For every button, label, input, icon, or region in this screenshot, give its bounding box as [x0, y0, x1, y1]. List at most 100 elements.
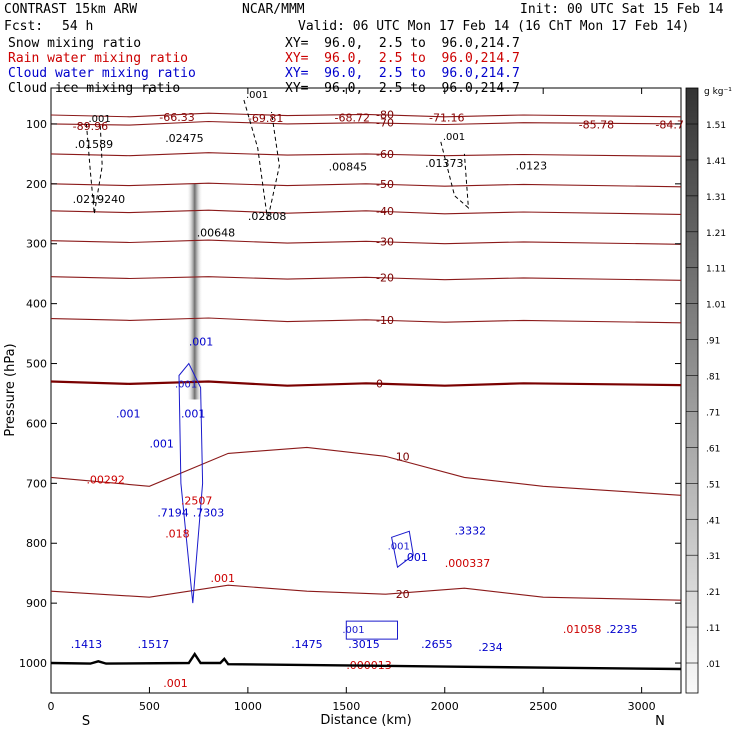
- field-name-cloudwater: Cloud water mixing ratio: [8, 66, 196, 81]
- colorbar-label: .01: [706, 660, 720, 670]
- cloud-water-contour: [391, 530, 414, 569]
- temperature-contour: [50, 446, 682, 496]
- contour-value-label: .001: [149, 437, 174, 450]
- colorbar-label: .31: [706, 552, 720, 562]
- y-tick-label: 200: [26, 178, 47, 191]
- contour-value-label: .2507: [181, 494, 213, 507]
- y-tick-label: 600: [26, 417, 47, 430]
- y-tick-label: 300: [26, 238, 47, 251]
- colorbar-label: 1.51: [706, 121, 726, 131]
- contour-value-label: .1413: [71, 638, 103, 651]
- y-tick-label: 700: [26, 477, 47, 490]
- temperature-contour: [50, 584, 682, 601]
- contour-value-label: .000337: [445, 557, 491, 570]
- colorbar-unit: g kg⁻¹: [704, 87, 732, 97]
- cloud-water-contour: [178, 362, 204, 604]
- temperature-contour-label: 10: [396, 450, 410, 463]
- temperature-contour-label: -50: [376, 178, 394, 191]
- colorbar-label: 1.41: [706, 157, 726, 167]
- colorbar-label: 1.11: [706, 265, 726, 275]
- contour-value-label: -89.96: [73, 120, 108, 133]
- contour-value-label: .02808: [248, 210, 287, 223]
- contour-value-label: .00648: [197, 227, 236, 240]
- x-tick-label: 2000: [431, 700, 459, 713]
- contour-value-label: .00292: [86, 473, 125, 486]
- temperature-contour-label: 20: [396, 588, 410, 601]
- cloud-water-contour-label: .001: [388, 541, 410, 552]
- contour-value-label: .001: [403, 551, 428, 564]
- cloud-water-contour-label: .001: [342, 625, 364, 636]
- x-tick-label: 1000: [234, 700, 262, 713]
- temperature-contour-label: -60: [376, 148, 394, 161]
- field-xy-rain: XY= 96.0, 2.5 to 96.0,214.7: [285, 51, 520, 66]
- contour-value-label: .1517: [138, 638, 170, 651]
- temperature-contour: [50, 380, 682, 387]
- x-tick-label: 500: [139, 700, 160, 713]
- temperature-contour: [50, 152, 682, 157]
- temperature-contour: [50, 239, 682, 245]
- cloud-water-contour: [345, 620, 398, 640]
- colorbar-label: .11: [706, 624, 720, 634]
- y-tick-label: 900: [26, 597, 47, 610]
- x-tick-label: 3000: [628, 700, 656, 713]
- colorbar: [685, 87, 699, 694]
- field-name-rain: Rain water mixing ratio: [8, 51, 189, 66]
- contour-value-label: .3332: [455, 524, 487, 537]
- x-tick-label: 0: [48, 700, 55, 713]
- fcst-value: 54 h: [62, 19, 94, 34]
- temperature-contour-label: -80: [376, 108, 394, 121]
- colorbar-label: .81: [706, 373, 720, 383]
- init-label: Init: 00 UTC Sat 15 Feb 14: [520, 2, 724, 17]
- contour-value-label: .7303: [193, 506, 225, 519]
- colorbar-label: 1.01: [706, 301, 726, 311]
- colorbar-label: .61: [706, 444, 720, 454]
- snow-contour-label: .001: [88, 114, 110, 125]
- y-tick-label: 1000: [19, 657, 47, 670]
- contour-value-label: -69.81: [248, 112, 283, 125]
- contour-value-label: .2235: [606, 623, 638, 636]
- fcst-label: Fcst:: [4, 19, 44, 34]
- y-axis-label: Pressure (hPa): [3, 343, 18, 436]
- snow-contour: [243, 99, 280, 220]
- temperature-contour-label: -70: [376, 117, 394, 130]
- field-xy-cloudwater: XY= 96.0, 2.5 to 96.0,214.7: [285, 66, 520, 81]
- temperature-contour: [50, 209, 682, 215]
- org-label: NCAR/MMM: [242, 2, 305, 17]
- snow-shading: [186, 183, 203, 400]
- contour-value-label: .3015: [348, 638, 380, 651]
- temperature-contour: [50, 120, 682, 126]
- contour-value-label: .01589: [75, 138, 114, 151]
- contour-value-label: .018: [165, 527, 190, 540]
- colorbar-label: .91: [706, 337, 720, 347]
- temperature-contour-label: -40: [376, 205, 394, 218]
- temperature-contour: [50, 276, 682, 281]
- plot-frame: [50, 87, 682, 694]
- field-xy-snow: XY= 96.0, 2.5 to 96.0,214.7: [285, 36, 520, 51]
- colorbar-label: .21: [706, 588, 720, 598]
- colorbar-label: .51: [706, 480, 720, 490]
- contour-value-label: -68.72: [335, 112, 370, 125]
- temperature-contour: [50, 112, 682, 118]
- colorbar-label: 1.31: [706, 193, 726, 203]
- temperature-contour-label: -10: [376, 314, 394, 327]
- contour-value-label: .0219240: [73, 193, 126, 206]
- contour-value-label: -84.7: [655, 119, 683, 132]
- snow-contour-label: .001: [443, 132, 465, 143]
- snow-contour-label: .001: [246, 90, 268, 101]
- contour-value-label: .001: [116, 407, 141, 420]
- contour-value-label: .0123: [516, 159, 548, 172]
- contour-value-label: .001: [181, 407, 206, 420]
- contour-value-label: .001: [210, 572, 235, 585]
- temperature-contour: [50, 317, 682, 324]
- y-tick-label: 100: [26, 118, 47, 131]
- x-end-label-right: N: [655, 714, 665, 729]
- contour-value-label: .2655: [421, 638, 453, 651]
- temperature-contour-label: 0: [376, 377, 383, 390]
- contour-value-label: .7194: [157, 506, 189, 519]
- temperature-contour-label: -30: [376, 235, 394, 248]
- contour-value-label: .01058: [563, 623, 602, 636]
- terrain-line: [50, 651, 682, 671]
- contour-value-label: .234: [478, 641, 503, 654]
- x-axis-label: Distance (km): [320, 713, 411, 728]
